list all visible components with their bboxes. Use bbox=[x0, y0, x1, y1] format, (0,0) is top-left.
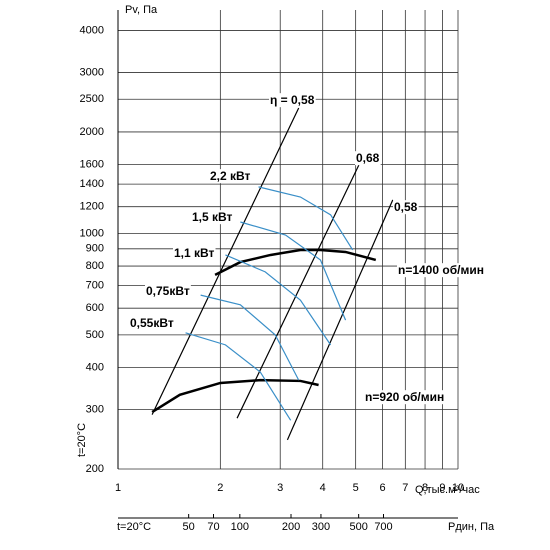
curve bbox=[200, 294, 300, 381]
label-bg bbox=[393, 200, 419, 215]
curve-label: 2,2 кВт bbox=[210, 169, 251, 183]
dynamic-tick-label: 300 bbox=[312, 521, 330, 533]
y-tick-label: 1400 bbox=[80, 178, 104, 190]
label-bg bbox=[269, 93, 316, 108]
label-bg bbox=[191, 210, 234, 225]
dynamic-left-label: t=20°C bbox=[117, 521, 151, 533]
x-tick-label: 7 bbox=[402, 482, 408, 494]
y-tick-label: 500 bbox=[86, 329, 104, 341]
curve-label: 0,75кВт bbox=[146, 284, 190, 298]
label-bg bbox=[355, 151, 381, 166]
y-axis-label: Pv, Па bbox=[125, 4, 158, 16]
y-tick-label: 4000 bbox=[80, 24, 104, 36]
curve-label: n=920 об/мин bbox=[365, 390, 444, 404]
y-tick-label: 600 bbox=[86, 302, 104, 314]
curve-label: 0,55кВт bbox=[130, 316, 174, 330]
x-tick-label: 10 bbox=[452, 482, 464, 494]
curve bbox=[236, 164, 360, 419]
y-tick-label: 200 bbox=[86, 463, 104, 475]
label-bg bbox=[129, 316, 175, 331]
y-tick-label: 3000 bbox=[80, 66, 104, 78]
y-tick-label: 800 bbox=[86, 260, 104, 272]
label-bg bbox=[145, 284, 191, 299]
curve bbox=[151, 107, 300, 415]
curve-label: n=1400 об/мин bbox=[398, 263, 484, 277]
curve bbox=[225, 254, 332, 346]
y-tick-label: 2000 bbox=[80, 126, 104, 138]
dynamic-tick-label: 100 bbox=[231, 521, 249, 533]
curve bbox=[214, 248, 377, 277]
y-tick-label: 1000 bbox=[80, 227, 104, 239]
dynamic-right-label: Pдин, Па bbox=[448, 521, 495, 533]
curve-label: η = 0,58 bbox=[270, 93, 315, 107]
label-bg bbox=[364, 390, 446, 405]
dynamic-tick-label: 50 bbox=[183, 521, 195, 533]
curve bbox=[258, 186, 354, 251]
dynamic-tick-label: 700 bbox=[374, 521, 392, 533]
x-tick-label: 2 bbox=[217, 482, 223, 494]
y-tick-label: 700 bbox=[86, 280, 104, 292]
x-axis-label: Q,тыс.м³/час bbox=[415, 484, 480, 496]
dynamic-tick-label: 500 bbox=[349, 521, 367, 533]
x-tick-label: 9 bbox=[439, 482, 445, 494]
x-tick-label: 3 bbox=[277, 482, 283, 494]
x-tick-label: 5 bbox=[353, 482, 359, 494]
y-tick-label: 2500 bbox=[80, 93, 104, 105]
curve bbox=[286, 199, 394, 441]
curve-label: 1,1 кВт bbox=[174, 246, 215, 260]
label-bg bbox=[209, 169, 252, 184]
dynamic-tick-label: 70 bbox=[207, 521, 219, 533]
x-tick-label: 4 bbox=[320, 482, 326, 494]
curve-label: 0,58 bbox=[394, 200, 418, 214]
curve bbox=[240, 221, 347, 321]
y-tick-label: 300 bbox=[86, 404, 104, 416]
curve bbox=[185, 332, 292, 421]
x-tick-label: 8 bbox=[422, 482, 428, 494]
label-bg bbox=[397, 263, 485, 278]
curve-label: 0,68 bbox=[356, 151, 380, 165]
y-tick-label: 1600 bbox=[80, 159, 104, 171]
x-tick-label: 1 bbox=[115, 482, 121, 494]
y-tick-label: 1200 bbox=[80, 201, 104, 213]
x-tick-label: 6 bbox=[380, 482, 386, 494]
side-label: t=20°C bbox=[76, 423, 88, 457]
y-tick-label: 400 bbox=[86, 361, 104, 373]
label-bg bbox=[173, 246, 216, 261]
curve-label: 1,5 кВт bbox=[192, 210, 233, 224]
curve bbox=[151, 378, 319, 414]
dynamic-tick-label: 200 bbox=[282, 521, 300, 533]
y-tick-label: 900 bbox=[86, 243, 104, 255]
